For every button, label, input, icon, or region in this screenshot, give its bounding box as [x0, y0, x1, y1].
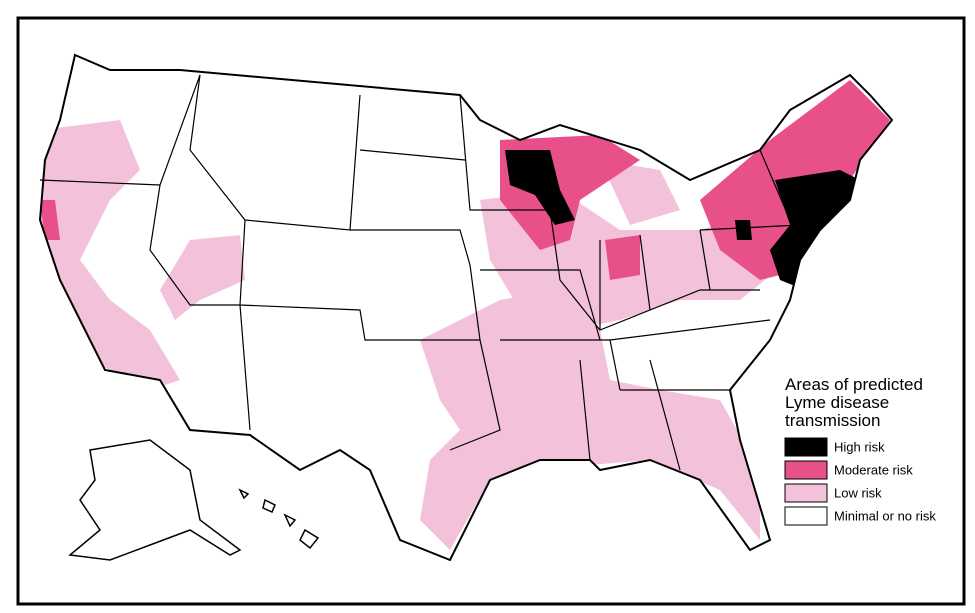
michigan-low	[600, 160, 680, 225]
legend: Areas of predicted Lyme disease transmis…	[784, 375, 936, 526]
legend-swatch	[784, 460, 828, 480]
legend-label: Minimal or no risk	[834, 508, 936, 523]
conus	[38, 53, 894, 562]
legend-title-line: Lyme disease	[785, 393, 889, 412]
legend-label: Moderate risk	[834, 462, 913, 477]
risk-areas	[40, 80, 890, 550]
legend-title-line: Areas of predicted	[785, 375, 923, 394]
hawaii	[238, 488, 320, 550]
indiana-moderate	[605, 235, 640, 280]
legend-label: High risk	[834, 439, 885, 454]
legend-label: Low risk	[834, 485, 882, 500]
south-low	[420, 290, 760, 550]
legend-swatch	[784, 506, 828, 526]
alaska-hawaii	[68, 439, 320, 561]
state-lines	[38, 53, 894, 562]
legend-title-line: transmission	[785, 411, 880, 430]
alaska	[68, 439, 242, 561]
wisconsin-high	[505, 150, 575, 225]
legend-swatch	[784, 483, 828, 503]
legend-swatch	[784, 437, 828, 457]
california-moderate	[40, 200, 60, 240]
nevada-utah-low	[160, 235, 245, 320]
pennsylvania-high	[735, 220, 752, 240]
